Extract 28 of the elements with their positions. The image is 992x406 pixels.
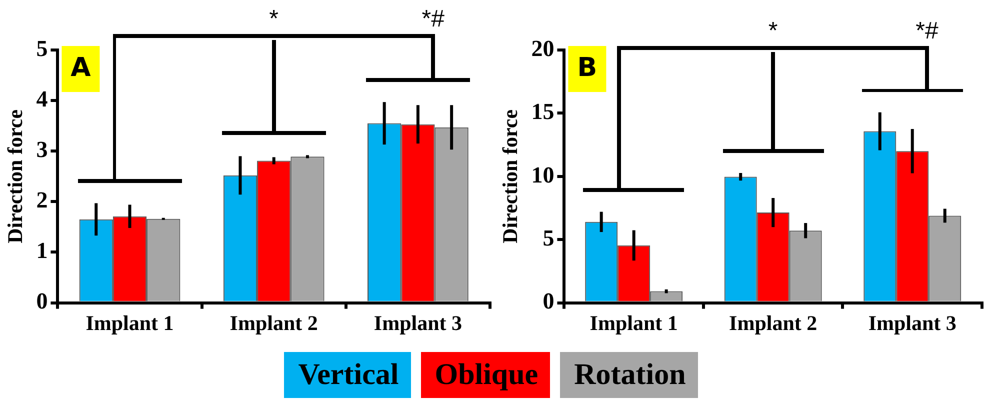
text: *# <box>422 6 446 33</box>
x-tick-label: Implant 3 <box>374 310 462 335</box>
text: * <box>768 18 778 45</box>
x-tick-label: Implant 2 <box>230 310 318 335</box>
y-tick-label: 2 <box>36 188 48 213</box>
y-tick-label: 0 <box>542 288 554 314</box>
x-tick-label: Implant 1 <box>86 310 174 335</box>
legend-label: Vertical <box>298 352 411 398</box>
y-tick-label: 10 <box>531 162 554 188</box>
y-tick-label: 5 <box>36 36 48 61</box>
text: * <box>269 6 279 33</box>
y-tick-label: 15 <box>531 99 554 124</box>
y-tick-label: 1 <box>36 238 48 264</box>
y-axis-title: Direction force <box>498 109 522 244</box>
x-tick-label: Implant 2 <box>729 310 818 335</box>
text: *# <box>916 18 939 45</box>
y-tick-label: 20 <box>531 36 554 61</box>
y-tick-label: 3 <box>36 137 48 162</box>
x-tick-label: Implant 3 <box>868 310 956 335</box>
annotation: A <box>70 52 91 83</box>
x-tick-label: Implant 1 <box>590 310 678 335</box>
legend-label: Oblique <box>434 352 550 398</box>
annotation: B <box>577 52 598 83</box>
y-tick-label: 5 <box>542 226 554 251</box>
y-axis-title: Direction force <box>3 109 28 244</box>
y-tick-label: 0 <box>36 288 48 314</box>
legend-label: Rotation <box>574 352 698 398</box>
y-tick-label: 4 <box>36 86 48 112</box>
